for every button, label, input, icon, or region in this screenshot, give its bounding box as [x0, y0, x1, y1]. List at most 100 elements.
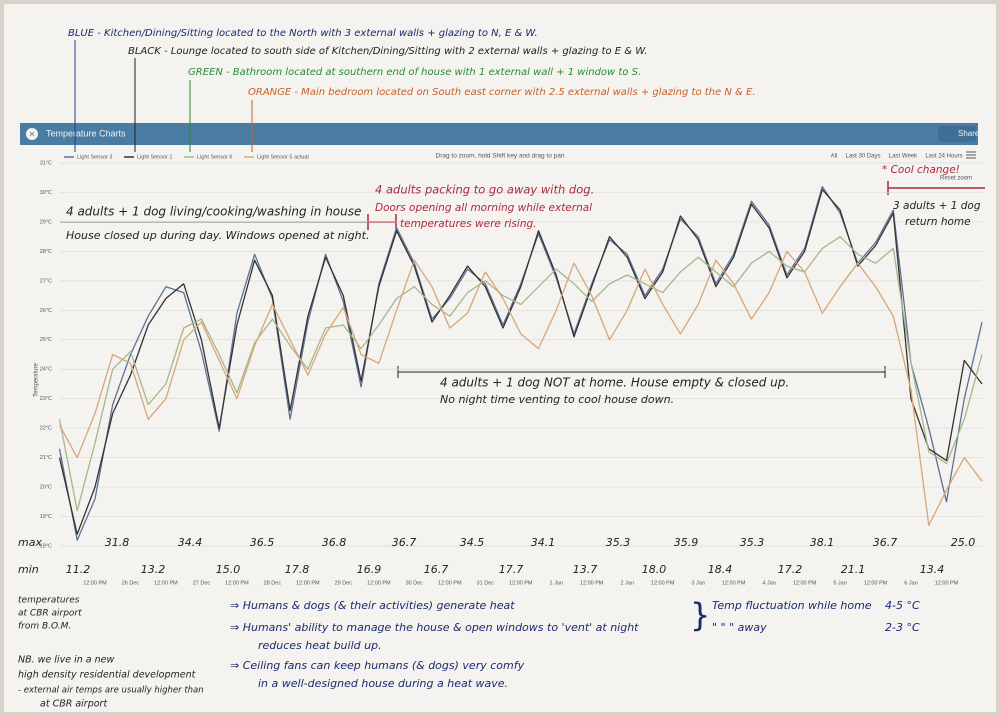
- annotation: at CBR airport: [18, 609, 82, 619]
- x-tick-label: 12:00 PM: [793, 580, 817, 586]
- x-tick-label: 12:00 PM: [83, 580, 107, 586]
- min-value: 13.7: [573, 563, 598, 576]
- annotation: - external air temps are usually higher …: [18, 686, 204, 696]
- annotation: 4 adults + 1 dog NOT at home. House empt…: [440, 376, 789, 390]
- series-line: [58, 250, 983, 527]
- y-tick-label: 22°C: [40, 426, 52, 432]
- min-value: 13.4: [920, 563, 945, 576]
- y-tick-label: 20°C: [40, 485, 52, 491]
- annotation: Temp fluctuation while home: [712, 599, 872, 612]
- legend-item[interactable]: Light Sensor 1: [124, 154, 172, 160]
- annotation: 2-3 °C: [885, 621, 920, 634]
- annotation: Doors opening all morning while external: [375, 202, 592, 214]
- min-value: 18.0: [642, 563, 667, 576]
- x-tick-label: 12:00 PM: [722, 580, 746, 586]
- annotation: " " " away: [712, 621, 767, 634]
- y-axis-title: Temperature: [34, 362, 40, 396]
- x-tick-label: 26 Dec: [122, 580, 140, 586]
- range-button[interactable]: Last 30 Days: [845, 154, 880, 160]
- annotation: at CBR airport: [40, 699, 108, 710]
- close-button[interactable]: [26, 128, 38, 140]
- max-value: 34.1: [531, 536, 556, 549]
- annotation: 4-5 °C: [885, 599, 920, 612]
- max-value: 35.3: [606, 536, 631, 549]
- annotation: ORANGE - Main bedroom located on South e…: [248, 87, 756, 98]
- min-label: min: [18, 563, 39, 576]
- x-tick-label: 12:00 PM: [438, 580, 462, 586]
- max-value: 34.4: [178, 536, 203, 549]
- y-tick-label: 21°C: [40, 455, 52, 461]
- range-button[interactable]: Last 24 Hours: [925, 154, 962, 160]
- max-value: 36.8: [322, 536, 347, 549]
- x-tick-label: 27 Dec: [193, 580, 211, 586]
- paper: [4, 4, 996, 712]
- min-value: 17.8: [285, 563, 310, 576]
- x-tick-label: 4 Jan: [762, 580, 775, 586]
- annotation: temperatures: [18, 596, 80, 606]
- legend-item[interactable]: Light Sensor 6: [184, 154, 232, 160]
- brace: }: [690, 596, 710, 634]
- y-tick-label: 19°C: [40, 514, 52, 520]
- annotation: reduces heat build up.: [258, 639, 382, 652]
- x-tick-label: 5 Jan: [833, 580, 846, 586]
- y-tick-label: 26°C: [40, 308, 52, 314]
- x-tick-label: 31 Dec: [477, 580, 495, 586]
- x-tick-label: 12:00 PM: [864, 580, 888, 586]
- reset-zoom[interactable]: Reset zoom: [940, 176, 972, 182]
- x-tick-label: 12:00 PM: [651, 580, 675, 586]
- x-tick-label: 12:00 PM: [296, 580, 320, 586]
- x-tick-label: 1 Jan: [549, 580, 562, 586]
- y-tick-label: 30°C: [40, 190, 52, 196]
- zoom-hint: Drag to zoom, hold Shift key and drag to…: [436, 153, 565, 160]
- min-value: 17.7: [499, 563, 524, 576]
- min-value: 18.4: [708, 563, 733, 576]
- annotation: ⇒ Ceiling fans can keep humans (& dogs) …: [230, 659, 525, 672]
- annotation: BLACK - Lounge located to south side of …: [128, 46, 647, 57]
- range-button[interactable]: All: [831, 154, 838, 160]
- header-title: Temperature Charts: [46, 128, 126, 138]
- x-tick-label: 12:00 PM: [367, 580, 391, 586]
- legend-item[interactable]: Light Sensor 3: [64, 154, 112, 160]
- x-tick-label: 12:00 PM: [509, 580, 533, 586]
- y-tick-label: 28°C: [40, 249, 52, 255]
- annotation: in a well-designed house during a heat w…: [258, 677, 508, 690]
- x-tick-label: 12:00 PM: [154, 580, 178, 586]
- legend-item[interactable]: Light Sensor 5 actual: [244, 154, 309, 160]
- annotation: NB. we live in a new: [18, 655, 114, 666]
- legend-label: Light Sensor 5 actual: [257, 154, 309, 160]
- annotation: return home: [905, 216, 971, 228]
- max-value: 31.8: [105, 536, 130, 549]
- max-value: 25.0: [951, 536, 976, 549]
- max-value: 36.5: [250, 536, 275, 549]
- y-tick-label: 23°C: [40, 396, 52, 402]
- max-value: 35.3: [740, 536, 765, 549]
- y-tick-label: 24°C: [40, 367, 52, 373]
- x-tick-label: 12:00 PM: [225, 580, 249, 586]
- annotation: 4 adults packing to go away with dog.: [375, 183, 594, 197]
- max-value: 36.7: [873, 536, 898, 549]
- annotation: ⇒ Humans' ability to manage the house & …: [230, 621, 639, 634]
- x-tick-label: 6 Jan: [904, 580, 917, 586]
- max-label: max: [18, 536, 42, 549]
- share-button[interactable]: [938, 126, 976, 142]
- max-value: 36.7: [392, 536, 417, 549]
- close-icon: ×: [29, 130, 36, 139]
- annotation: GREEN - Bathroom located at southern end…: [188, 67, 641, 78]
- y-tick-label: 18°C: [40, 543, 52, 549]
- annotation: * Cool change!: [882, 164, 960, 176]
- min-value: 16.9: [357, 563, 382, 576]
- range-button[interactable]: Last Week: [889, 154, 918, 160]
- series-line: [58, 236, 983, 512]
- share-label: Share: [958, 129, 980, 138]
- series-line: [58, 188, 983, 535]
- x-tick-label: 3 Jan: [691, 580, 704, 586]
- annotation: high density residential development: [18, 670, 197, 681]
- annotation: BLUE - Kitchen/Dining/Sitting located to…: [68, 28, 538, 39]
- min-value: 17.2: [778, 563, 803, 576]
- legend-label: Light Sensor 1: [137, 154, 172, 160]
- x-tick-label: 12:00 PM: [935, 580, 959, 586]
- annotation: temperatures were rising.: [400, 218, 536, 230]
- min-value: 16.7: [424, 563, 449, 576]
- annotation: ⇒ Humans & dogs (& their activities) gen…: [230, 599, 515, 612]
